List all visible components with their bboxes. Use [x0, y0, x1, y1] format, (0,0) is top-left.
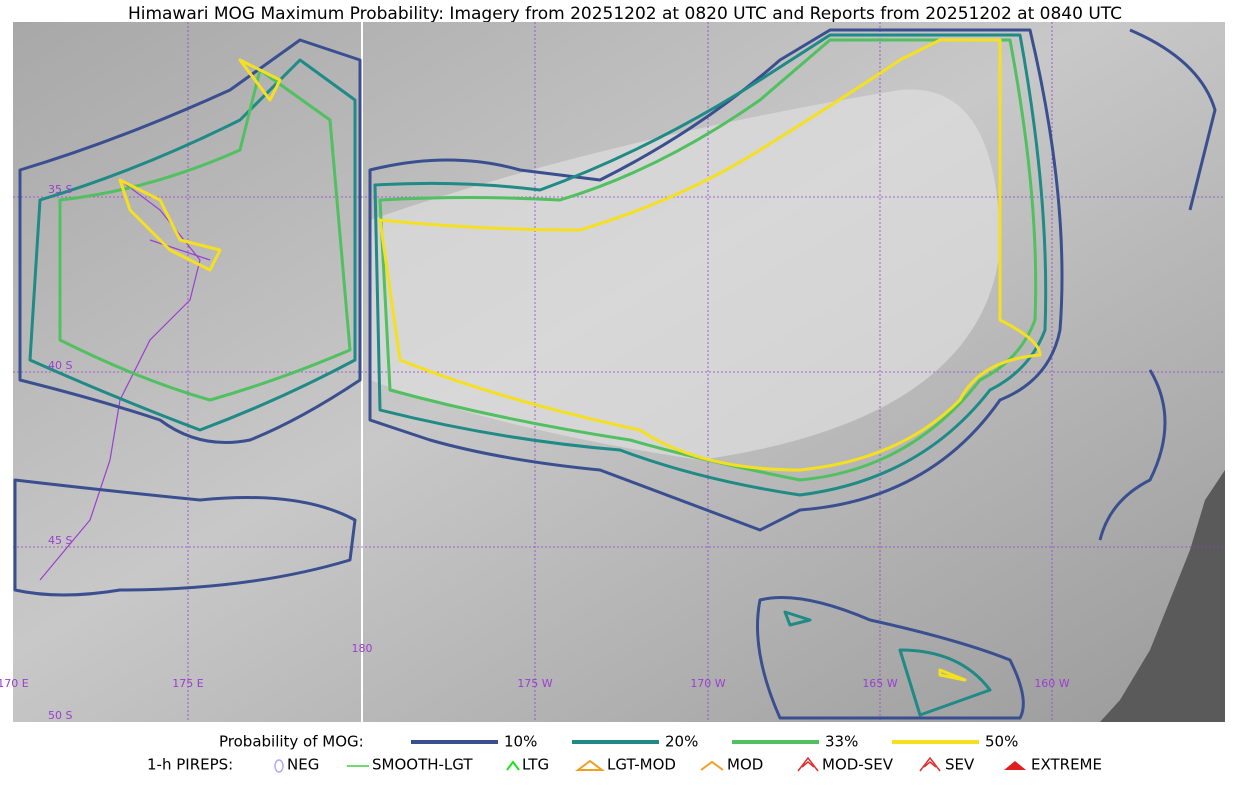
pirep-label: EXTREME: [1031, 756, 1102, 774]
legend-label: 50%: [985, 733, 1018, 751]
pirep-icon: [575, 759, 605, 771]
legend-title: Probability of MOG:: [219, 733, 364, 751]
no-data-region: [1100, 470, 1225, 722]
grid: [13, 22, 1225, 722]
contour-10: [18, 38, 362, 444]
title: Himawari MOG Maximum Probability: Imager…: [128, 4, 1122, 24]
legend-label: 33%: [825, 733, 858, 751]
map: 35 S 40 S 45 S 50 S 170 E 175 E 180 175 W 170 W 1…: [0, 22, 1225, 722]
pirep-label: SMOOTH-LGT: [372, 756, 473, 774]
pirep-icon: [919, 756, 941, 772]
pirep-label: MOD-SEV: [822, 756, 894, 774]
contour-20: [783, 610, 992, 717]
pirep-label: LGT-MOD: [607, 756, 676, 774]
pirep-title: 1-h PIREPS:: [147, 756, 233, 774]
lon-label: 165 W: [862, 677, 897, 690]
contour-20: [373, 33, 1048, 497]
grid-labels: 35 S 40 S 45 S 50 S 170 E 175 E 180 175 W 170 W 1…: [0, 183, 1070, 722]
lat-label: 40 S: [48, 359, 72, 372]
legend: Probability of MOG: 10% 20% 33% 50%: [219, 733, 1018, 751]
contour-10: [756, 596, 1025, 720]
lon-label: 170 E: [0, 677, 29, 690]
graticule: [13, 22, 1225, 722]
lat-label: 35 S: [48, 183, 72, 196]
pirep-label: MOD: [727, 756, 763, 774]
contour-33: [58, 68, 352, 402]
pirep-icon: [797, 756, 819, 772]
pirep-icon: [506, 760, 520, 771]
pirep-label: LTG: [522, 756, 549, 774]
legend-label: 10%: [504, 733, 537, 751]
pirep-icon: [1004, 761, 1026, 770]
contour-10: [13, 478, 357, 597]
pirep-label: NEG: [287, 756, 319, 774]
pirep-icon: [700, 760, 724, 771]
contour-20: [28, 58, 357, 432]
contour-10: [1098, 28, 1217, 541]
lon-label: 175 E: [172, 677, 203, 690]
lon-label: 170 W: [690, 677, 725, 690]
lat-label: 45 S: [48, 534, 72, 547]
legend-label: 20%: [665, 733, 698, 751]
pirep-label: SEV: [945, 756, 975, 774]
lon-label: 180: [352, 642, 373, 655]
pirep-icon: [274, 759, 284, 773]
pirep-legend: 1-h PIREPS: NEG SMOOTH-LGT LTG LGT-MOD MOD MO…: [147, 756, 1102, 774]
contour-50: [378, 38, 1042, 472]
cloud-band: [370, 89, 1000, 460]
contours: [13, 28, 1217, 720]
lon-label: 175 W: [517, 677, 552, 690]
contour-33: [378, 38, 1038, 482]
lat-label: 50 S: [48, 709, 72, 722]
contour-50: [118, 58, 967, 682]
lon-label: 160 W: [1034, 677, 1069, 690]
contour-10: [368, 28, 1064, 532]
